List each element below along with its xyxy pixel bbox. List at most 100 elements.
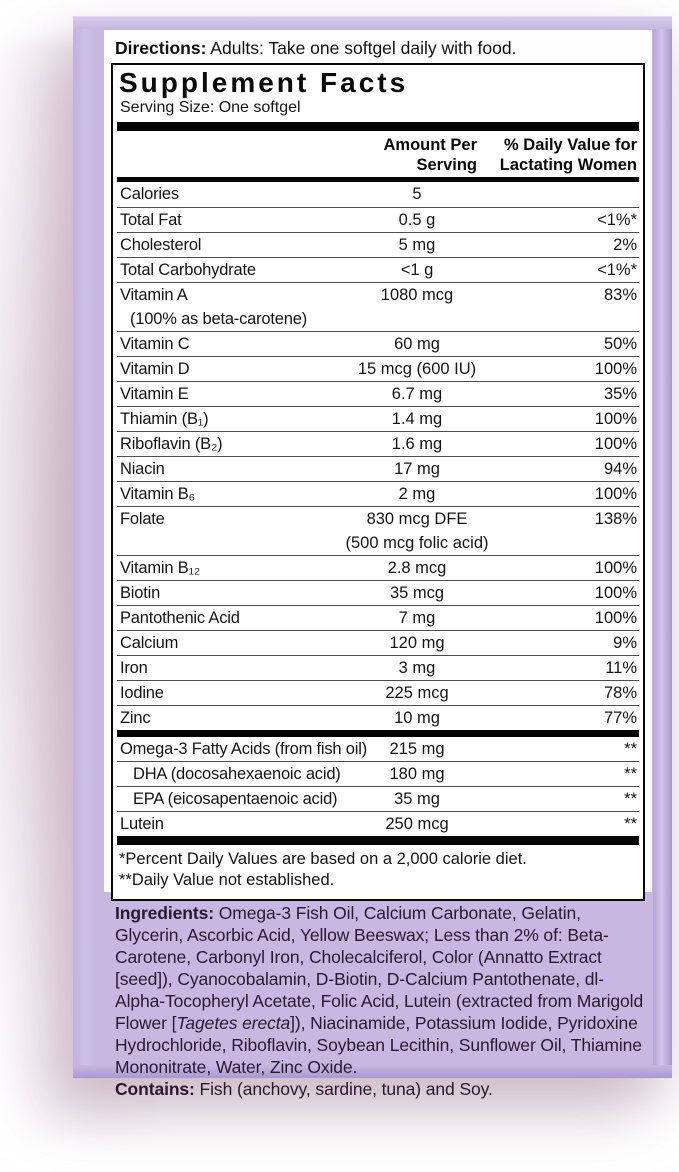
facts-rows: Calories 5 Total Fat 0.5 g <1%* Cholesterol 5 … bbox=[117, 182, 639, 836]
nutrient-daily-value: 94% bbox=[603, 460, 637, 478]
nutrient-amount: 15 mcg (600 IU) bbox=[357, 360, 477, 378]
nutrient-row: Biotin 35 mcg 100% bbox=[117, 580, 639, 605]
nutrient-row: Total Carbohydrate <1 g <1%* bbox=[117, 257, 639, 282]
divider-thick-bar-bottom bbox=[117, 836, 639, 845]
nutrient-row: Vitamin E 6.7 mg 35% bbox=[117, 381, 639, 406]
box-top-edge bbox=[73, 16, 672, 29]
box-left-edge bbox=[73, 16, 95, 1078]
table-header-row: Amount Per Serving % Daily Value for Lac… bbox=[117, 131, 639, 177]
vitamin-box-back-panel: Directions: Adults: Take one softgel dai… bbox=[73, 16, 672, 1099]
nutrient-daily-value: 138% bbox=[594, 510, 637, 528]
nutrient-row: Niacin 17 mg 94% bbox=[117, 456, 639, 481]
nutrient-daily-value: <1%* bbox=[597, 211, 637, 229]
ingredients-label: Ingredients: bbox=[115, 903, 214, 923]
nutrient-daily-value: 100% bbox=[594, 485, 637, 503]
nutrient-daily-value: ** bbox=[624, 740, 637, 758]
nutrient-daily-value: 100% bbox=[594, 584, 637, 602]
nutrient-daily-value: <1%* bbox=[597, 261, 637, 279]
nutrient-row: Folate 830 mcg DFE (500 mcg folic acid) 138… bbox=[117, 506, 639, 555]
nutrient-amount: 215 mg bbox=[389, 740, 445, 758]
nutrient-daily-value: 100% bbox=[594, 435, 637, 453]
nutrient-amount: 830 mcg DFE (500 mcg folic acid) bbox=[345, 510, 489, 552]
nutrient-name: Vitamin A (100% as beta-carotene) bbox=[120, 286, 308, 328]
nutrient-name: Total Fat bbox=[120, 211, 182, 229]
nutrient-name: Lutein bbox=[120, 815, 164, 833]
directions-body: Adults: Take one softgel daily with food… bbox=[206, 38, 517, 58]
nutrient-daily-value: ** bbox=[624, 815, 637, 833]
nutrient-row: Total Fat 0.5 g <1%* bbox=[117, 207, 639, 232]
nutrient-row: Omega-3 Fatty Acids (from fish oil) 215 m… bbox=[117, 730, 639, 761]
nutrient-amount: 1.4 mg bbox=[391, 410, 443, 428]
nutrient-row: Vitamin C 60 mg 50% bbox=[117, 331, 639, 356]
nutrient-amount: 1080 mcg bbox=[380, 286, 454, 304]
nutrient-name: Riboflavin (B₂) bbox=[120, 435, 223, 453]
nutrient-amount: 6.7 mg bbox=[391, 385, 443, 403]
nutrient-amount: 5 mg bbox=[398, 236, 436, 254]
nutrient-daily-value: 35% bbox=[603, 385, 637, 403]
nutrient-row: Vitamin D 15 mcg (600 IU) 100% bbox=[117, 356, 639, 381]
nutrient-name: Calories bbox=[120, 185, 179, 203]
nutrient-name: Biotin bbox=[120, 584, 161, 602]
nutrient-amount: 250 mcg bbox=[385, 815, 449, 833]
nutrient-name: Vitamin B₁₂ bbox=[120, 559, 201, 577]
footnotes: *Percent Daily Values are based on a 2,0… bbox=[117, 845, 639, 899]
nutrient-name: Vitamin C bbox=[120, 335, 190, 353]
nutrient-amount: 120 mg bbox=[389, 634, 445, 652]
contains-text: Contains: Fish (anchovy, sardine, tuna) … bbox=[115, 1078, 653, 1100]
serving-size-text: Serving Size: One softgel bbox=[120, 99, 301, 116]
contains-label: Contains: bbox=[115, 1079, 195, 1099]
nutrient-name: DHA (docosahexaenoic acid) bbox=[133, 765, 341, 783]
nutrient-name: Vitamin E bbox=[120, 385, 189, 403]
nutrient-name: Iron bbox=[120, 659, 148, 677]
nutrient-amount: 1.6 mg bbox=[391, 435, 443, 453]
nutrient-daily-value: 78% bbox=[603, 684, 637, 702]
contains-body: Fish (anchovy, sardine, tuna) and Soy. bbox=[194, 1079, 493, 1099]
nutrient-name: Calcium bbox=[120, 634, 179, 652]
nutrient-name: Vitamin B₆ bbox=[120, 485, 195, 503]
nutrient-amount: 3 mg bbox=[398, 659, 436, 677]
nutrient-amount: 17 mg bbox=[394, 460, 440, 478]
daily-value-header: % Daily Value for Lactating Women bbox=[499, 136, 637, 174]
nutrient-row: Pantothenic Acid 7 mg 100% bbox=[117, 605, 639, 630]
nutrient-row: Iodine 225 mcg 78% bbox=[117, 680, 639, 705]
supplement-facts-panel: Supplement Facts Serving Size: One softg… bbox=[111, 63, 645, 901]
nutrient-name: Zinc bbox=[120, 709, 151, 727]
nutrient-row: Vitamin B₁₂ 2.8 mcg 100% bbox=[117, 555, 639, 580]
footnote-daily-values: *Percent Daily Values are based on a 2,0… bbox=[119, 850, 527, 868]
nutrient-amount: <1 g bbox=[400, 261, 434, 279]
nutrient-daily-value: 100% bbox=[594, 609, 637, 627]
nutrient-row: Cholesterol 5 mg 2% bbox=[117, 232, 639, 257]
nutrient-amount: 5 bbox=[412, 185, 422, 203]
nutrient-amount: 180 mg bbox=[389, 765, 445, 783]
nutrient-row: Iron 3 mg 11% bbox=[117, 655, 639, 680]
nutrient-row: Riboflavin (B₂) 1.6 mg 100% bbox=[117, 431, 639, 456]
nutrient-name: Niacin bbox=[120, 460, 165, 478]
nutrient-daily-value: ** bbox=[624, 790, 637, 808]
divider-thick-bar bbox=[117, 122, 639, 131]
nutrient-amount: 0.5 g bbox=[398, 211, 436, 229]
nutrient-name: Cholesterol bbox=[120, 236, 202, 254]
nutrient-row: EPA (eicosapentaenoic acid) 35 mg ** bbox=[117, 786, 639, 811]
nutrient-name: Folate bbox=[120, 510, 165, 528]
supplement-facts-title: Supplement Facts bbox=[119, 67, 409, 98]
nutrient-row: Vitamin B₆ 2 mg 100% bbox=[117, 481, 639, 506]
nutrient-daily-value: 11% bbox=[605, 659, 637, 677]
nutrient-amount: 10 mg bbox=[394, 709, 440, 727]
nutrient-amount: 60 mg bbox=[394, 335, 440, 353]
nutrient-row: Vitamin A (100% as beta-carotene) 1080 mcg… bbox=[117, 282, 639, 331]
nutrient-row: Lutein 250 mcg ** bbox=[117, 811, 639, 836]
nutrient-daily-value: 50% bbox=[603, 335, 637, 353]
nutrient-amount: 35 mg bbox=[394, 790, 440, 808]
ingredients-species-italic: Tagetes erecta bbox=[176, 1013, 291, 1033]
nutrient-row: Calcium 120 mg 9% bbox=[117, 630, 639, 655]
footnote-dv-not-established: **Daily Value not established. bbox=[119, 871, 335, 889]
nutrient-amount: 2.8 mcg bbox=[387, 559, 447, 577]
divider-medium-bar bbox=[117, 177, 639, 182]
nutrient-amount: 35 mcg bbox=[389, 584, 445, 602]
nutrient-name: Iodine bbox=[120, 684, 164, 702]
nutrient-amount: 225 mcg bbox=[385, 684, 449, 702]
nutrient-daily-value: 100% bbox=[594, 559, 637, 577]
nutrient-amount: 2 mg bbox=[398, 485, 436, 503]
nutrient-row: Calories 5 bbox=[117, 182, 639, 207]
